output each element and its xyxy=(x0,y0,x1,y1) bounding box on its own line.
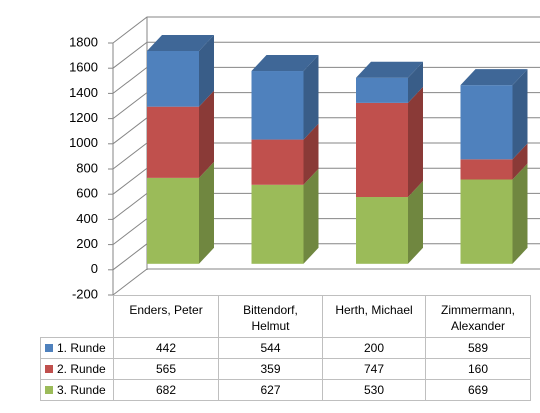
table-row: 2. Runde 565 359 747 160 xyxy=(40,358,531,380)
table-value: 627 xyxy=(218,379,323,401)
y-tick-label: 200 xyxy=(76,236,98,251)
bar-side xyxy=(199,161,214,264)
table-value: 747 xyxy=(322,358,426,380)
bar xyxy=(356,77,408,103)
table-value: 160 xyxy=(425,358,531,380)
y-tick-label: 1800 xyxy=(69,34,98,49)
bar-top xyxy=(147,34,214,51)
y-tick-label: 1200 xyxy=(69,110,98,125)
bar xyxy=(251,71,304,140)
bar-side xyxy=(303,55,319,140)
legend-label: 2. Runde xyxy=(57,362,106,376)
table-corner xyxy=(40,295,114,338)
bar xyxy=(147,177,199,264)
category-label: Enders, Peter xyxy=(113,295,219,338)
bar-side xyxy=(512,69,528,160)
bar xyxy=(147,50,199,107)
bar-side xyxy=(408,61,423,103)
table-row: 3. Runde 682 627 530 669 xyxy=(40,379,531,401)
legend-cell: 3. Runde xyxy=(40,379,114,401)
bar-side xyxy=(199,90,214,178)
legend-label: 1. Runde xyxy=(57,341,106,355)
bar xyxy=(356,197,408,264)
bar xyxy=(460,159,513,180)
bar-side xyxy=(303,123,319,185)
table-value: 200 xyxy=(322,337,426,359)
table-value: 544 xyxy=(218,337,323,359)
bar xyxy=(460,179,513,264)
grid-line xyxy=(112,16,540,44)
grid-line xyxy=(112,268,540,296)
bar-top xyxy=(251,55,319,72)
table-value: 530 xyxy=(322,379,426,401)
bar-side xyxy=(512,143,528,180)
y-tick-label: 1400 xyxy=(69,85,98,100)
bar-side xyxy=(512,163,528,264)
table-value: 589 xyxy=(425,337,531,359)
y-tick-label: 800 xyxy=(76,160,98,175)
bar-side xyxy=(303,168,319,264)
legend-cell: 2. Runde xyxy=(40,358,114,380)
grid-line xyxy=(112,41,540,69)
table-value: 682 xyxy=(113,379,219,401)
bar xyxy=(460,85,513,160)
legend-swatch xyxy=(45,365,53,373)
legend-swatch xyxy=(45,386,53,394)
bar-top xyxy=(460,69,528,86)
category-label: Zimmermann, Alexander xyxy=(425,295,531,338)
legend-swatch xyxy=(45,344,53,352)
table-value: 669 xyxy=(425,379,531,401)
y-tick-label: 1600 xyxy=(69,60,98,75)
bar-side xyxy=(408,86,423,198)
bar xyxy=(251,139,304,185)
table-value: 442 xyxy=(113,337,219,359)
y-tick-label: 400 xyxy=(76,211,98,226)
bar xyxy=(147,106,199,178)
category-label: Bittendorf, Helmut xyxy=(218,295,323,338)
bar xyxy=(356,102,408,198)
legend-cell: 1. Runde xyxy=(40,337,114,359)
bar xyxy=(251,184,304,264)
y-tick-label: 1000 xyxy=(69,135,98,150)
y-tick-label: 600 xyxy=(76,186,98,201)
bar-top xyxy=(356,61,423,78)
table-value: 565 xyxy=(113,358,219,380)
bar-side xyxy=(408,181,423,264)
table-row: 1. Runde 442 544 200 589 xyxy=(40,337,531,359)
bar-side xyxy=(199,34,214,107)
legend-label: 3. Runde xyxy=(57,383,106,397)
table-value: 359 xyxy=(218,358,323,380)
y-tick-label: 0 xyxy=(91,261,98,276)
table-header: Enders, Peter Bittendorf, Helmut Herth, Mi… xyxy=(40,295,531,338)
data-table: Enders, Peter Bittendorf, Helmut Herth, Mi… xyxy=(40,295,531,401)
category-label: Herth, Michael xyxy=(322,295,426,338)
